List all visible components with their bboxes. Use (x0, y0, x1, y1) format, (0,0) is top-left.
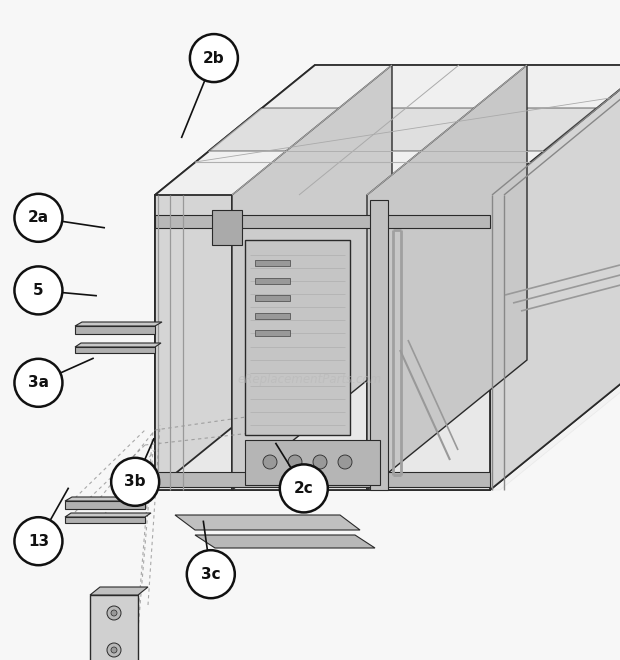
Text: 3a: 3a (28, 376, 49, 390)
Circle shape (338, 455, 352, 469)
Polygon shape (370, 200, 388, 490)
Polygon shape (145, 360, 620, 490)
Polygon shape (255, 295, 290, 301)
Circle shape (14, 194, 63, 242)
Polygon shape (155, 65, 620, 195)
Polygon shape (90, 587, 148, 595)
Circle shape (288, 455, 302, 469)
Text: 2b: 2b (203, 51, 224, 65)
Polygon shape (155, 195, 490, 490)
Polygon shape (232, 65, 392, 490)
Polygon shape (208, 108, 596, 151)
Polygon shape (255, 260, 290, 266)
Polygon shape (255, 330, 290, 336)
Circle shape (187, 550, 235, 598)
Polygon shape (255, 277, 290, 284)
Polygon shape (175, 515, 360, 530)
Polygon shape (155, 472, 490, 487)
Polygon shape (367, 65, 527, 490)
Circle shape (107, 606, 121, 620)
Circle shape (111, 647, 117, 653)
Polygon shape (90, 595, 138, 660)
Circle shape (313, 455, 327, 469)
Polygon shape (75, 343, 161, 347)
Polygon shape (245, 440, 380, 485)
Text: 5: 5 (33, 283, 44, 298)
Polygon shape (75, 347, 155, 353)
Polygon shape (65, 517, 145, 523)
Polygon shape (65, 501, 145, 509)
Circle shape (190, 34, 238, 82)
Circle shape (14, 517, 63, 565)
Polygon shape (212, 210, 242, 245)
Text: 3b: 3b (125, 475, 146, 489)
Circle shape (14, 267, 63, 314)
Text: eReplacementParts.com: eReplacementParts.com (238, 374, 382, 387)
Text: 3c: 3c (201, 567, 221, 581)
Circle shape (14, 359, 63, 407)
Text: 2c: 2c (294, 481, 314, 496)
Circle shape (280, 465, 328, 512)
Polygon shape (75, 326, 155, 334)
Polygon shape (75, 322, 162, 326)
Text: 2a: 2a (28, 211, 49, 225)
Text: 13: 13 (28, 534, 49, 548)
Circle shape (263, 455, 277, 469)
Polygon shape (245, 240, 350, 435)
Polygon shape (315, 65, 620, 360)
Polygon shape (195, 535, 375, 548)
Polygon shape (490, 65, 620, 490)
Polygon shape (65, 513, 151, 517)
Polygon shape (65, 497, 152, 501)
Polygon shape (155, 65, 315, 490)
Circle shape (107, 643, 121, 657)
Polygon shape (255, 312, 290, 319)
Circle shape (111, 610, 117, 616)
Polygon shape (155, 215, 490, 228)
Circle shape (111, 458, 159, 506)
Polygon shape (155, 360, 620, 490)
